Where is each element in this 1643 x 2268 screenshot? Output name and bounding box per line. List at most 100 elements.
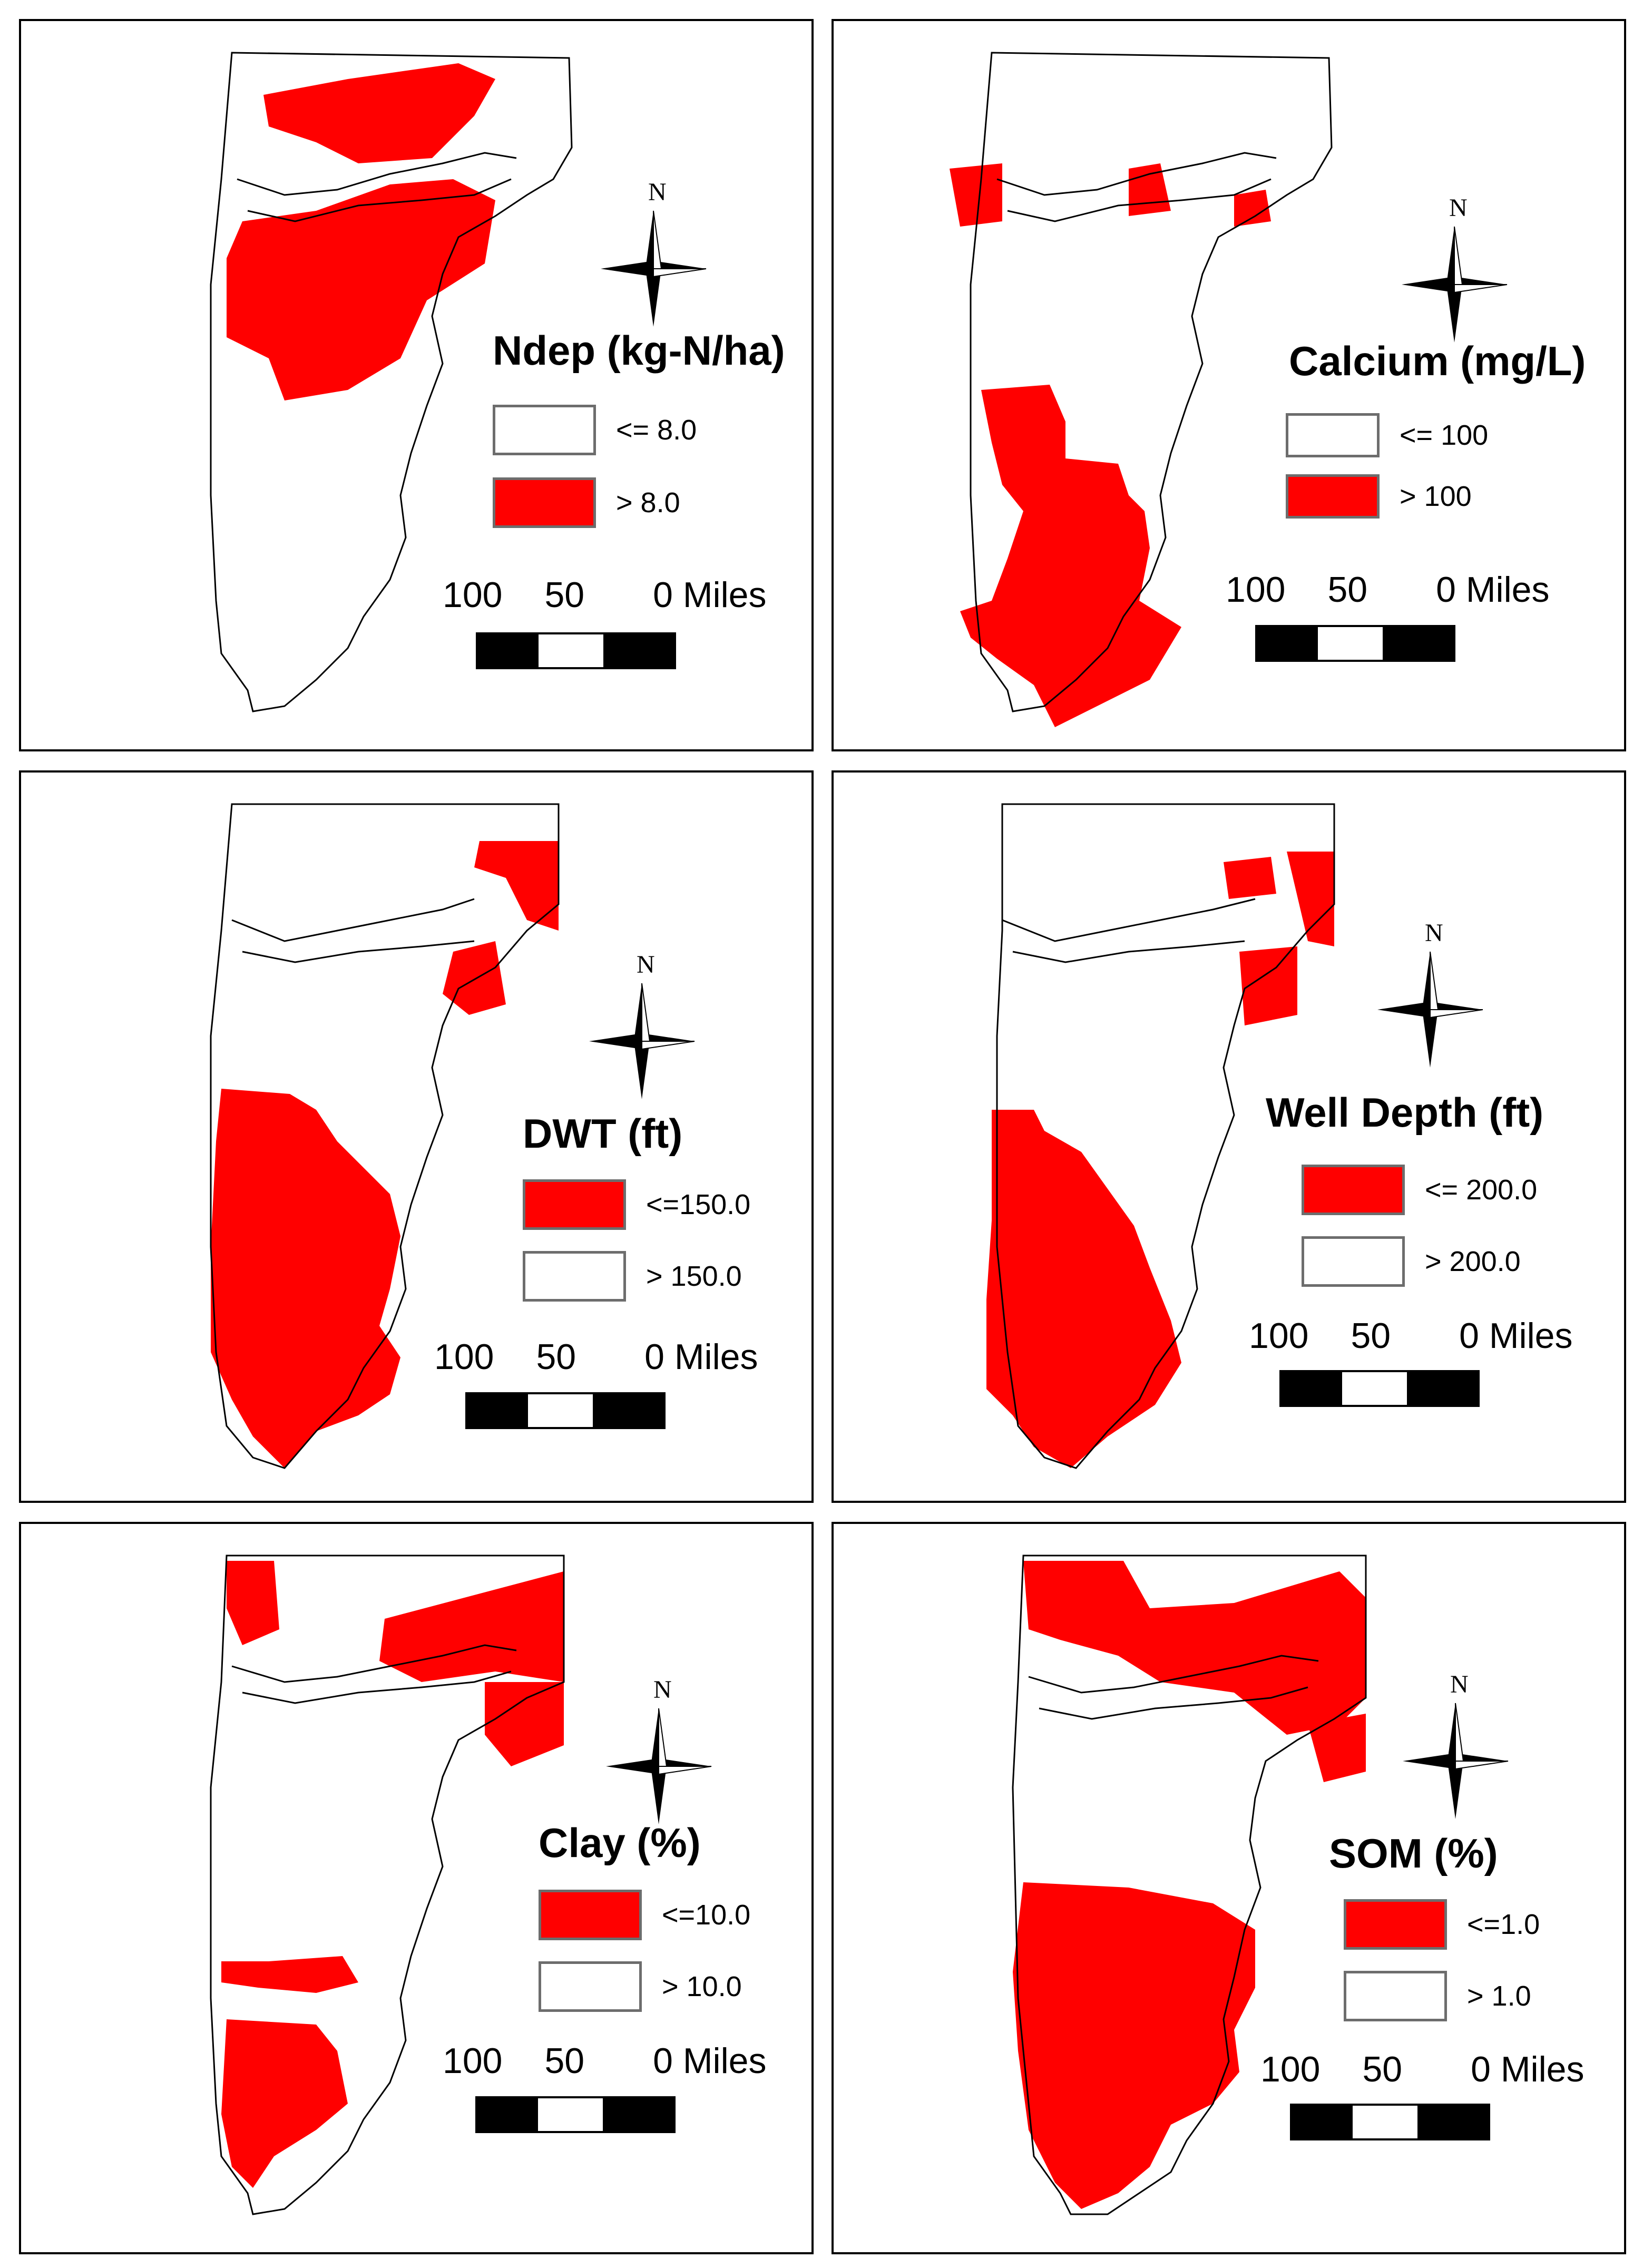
region-map [1012, 1555, 1367, 2215]
river-lines [1002, 898, 1256, 963]
scale-label: 100 [1249, 1316, 1309, 1356]
legend-swatch [523, 1179, 626, 1230]
legend-swatch [539, 1961, 642, 2012]
legend-swatch [493, 477, 596, 528]
legend-swatch [1344, 1971, 1447, 2021]
region-outline [210, 803, 560, 1469]
scale-labels: 100 50 0 Miles [1249, 1315, 1573, 1356]
region-outline [210, 52, 573, 712]
legend-label: <= 200.0 [1425, 1174, 1538, 1206]
north-arrow-icon: N [584, 946, 700, 1104]
map-title: Clay (%) [539, 1820, 701, 1866]
legend-swatch [1302, 1165, 1405, 1215]
map-panel-calcium: Calcium (mg/L) <= 100 > 100 100 50 0 Mil… [832, 19, 1626, 751]
flagged-area [986, 852, 1334, 1468]
river-lines [1028, 1655, 1319, 1720]
region-outline [210, 1555, 565, 2215]
region-map [210, 52, 573, 712]
flagged-area [1013, 1561, 1366, 2209]
river-lines [996, 152, 1277, 222]
scale-label: 100 [443, 575, 503, 615]
scale-labels: 100 50 0 Miles [1226, 569, 1550, 610]
map-title: Ndep (kg-N/ha) [493, 327, 785, 374]
map-title: DWT (ft) [523, 1110, 683, 1157]
flagged-area [221, 1561, 564, 2188]
scale-label: 50 [1362, 2049, 1403, 2089]
flagged-area [227, 63, 495, 400]
map-panel-clay: Clay (%) <=10.0 > 10.0 100 50 0 Miles N [19, 1522, 814, 2254]
legend-item: <= 200.0 [1302, 1165, 1537, 1215]
legend-label: <=10.0 [662, 1899, 751, 1931]
north-arrow-icon: N [601, 1671, 717, 1830]
scale-labels: 100 50 0 Miles [1260, 2049, 1585, 2090]
scale-label: 0 Miles [653, 575, 767, 615]
scale-label: 0 Miles [644, 1337, 758, 1377]
legend-label: <=150.0 [646, 1189, 751, 1220]
region-map [210, 1555, 565, 2215]
region-outline [970, 52, 1333, 712]
map-title: Calcium (mg/L) [1289, 338, 1586, 384]
scale-label: 50 [544, 575, 585, 615]
map-panel-som: SOM (%) <=1.0 > 1.0 100 50 0 Miles N [832, 1522, 1626, 2254]
legend-item: <=150.0 [523, 1179, 750, 1230]
legend-swatch [1302, 1236, 1405, 1287]
scale-label: 50 [1327, 570, 1368, 610]
north-label: N [648, 178, 667, 206]
river-lines [237, 152, 517, 222]
scale-label: 0 Miles [1471, 2049, 1585, 2089]
legend-swatch [1286, 474, 1380, 519]
region-map [950, 52, 1333, 727]
north-label: N [1425, 919, 1443, 947]
legend-item: > 150.0 [523, 1251, 742, 1302]
north-arrow-icon: N [1396, 190, 1512, 348]
scale-label: 0 Miles [653, 2041, 767, 2081]
scale-bar [1279, 1370, 1480, 1407]
legend-item: <= 100 [1286, 413, 1488, 457]
river-lines [231, 898, 475, 963]
legend-label: > 150.0 [646, 1260, 742, 1292]
legend-label: <= 8.0 [616, 414, 697, 446]
legend-label: > 100 [1400, 481, 1472, 512]
scale-label: 50 [536, 1337, 576, 1377]
north-label: N [1449, 194, 1468, 222]
scale-bar [465, 1392, 666, 1429]
scale-label: 100 [1226, 570, 1286, 610]
north-arrow-icon: N [1397, 1666, 1513, 1824]
north-arrow-icon: N [595, 174, 711, 332]
legend-item: <=10.0 [539, 1890, 750, 1940]
north-label: N [653, 1676, 672, 1704]
flagged-area [211, 841, 559, 1468]
scale-label: 100 [434, 1337, 494, 1377]
map-title: SOM (%) [1329, 1830, 1498, 1876]
legend-label: > 1.0 [1467, 1980, 1531, 2012]
legend-label: <= 100 [1400, 419, 1489, 451]
map-panel-dwt: DWT (ft) <=150.0 > 150.0 100 50 0 Miles … [19, 770, 814, 1503]
legend-label: > 10.0 [662, 1971, 742, 2002]
scale-bar [1290, 2104, 1490, 2140]
legend-item: > 200.0 [1302, 1236, 1521, 1287]
map-panel-well-depth: Well Depth (ft) <= 200.0 > 200.0 100 50 … [832, 770, 1626, 1503]
scale-label: 0 Miles [1436, 570, 1550, 610]
region-map [986, 803, 1335, 1469]
region-outline [996, 803, 1335, 1469]
scale-labels: 100 50 0 Miles [443, 574, 767, 615]
legend-label: > 200.0 [1425, 1246, 1521, 1277]
legend-label: <=1.0 [1467, 1909, 1540, 1940]
legend-swatch [523, 1251, 626, 1302]
scale-bar [475, 2096, 676, 2133]
scale-label: 0 Miles [1459, 1316, 1573, 1356]
legend-swatch [1344, 1899, 1447, 1950]
north-label: N [637, 951, 655, 979]
legend-swatch [493, 405, 596, 455]
legend-item: > 100 [1286, 474, 1472, 519]
map-panel-ndep: Ndep (kg-N/ha) <= 8.0 > 8.0 100 50 0 Mil… [19, 19, 814, 751]
region-map [210, 803, 560, 1469]
legend-label: > 8.0 [616, 487, 680, 519]
scale-labels: 100 50 0 Miles [443, 2040, 767, 2081]
scale-label: 50 [544, 2041, 585, 2081]
legend-item: <= 8.0 [493, 405, 697, 455]
north-arrow-icon: N [1372, 915, 1488, 1073]
river-lines [231, 1644, 517, 1704]
scale-label: 100 [443, 2041, 503, 2081]
legend-item: > 1.0 [1344, 1971, 1531, 2021]
